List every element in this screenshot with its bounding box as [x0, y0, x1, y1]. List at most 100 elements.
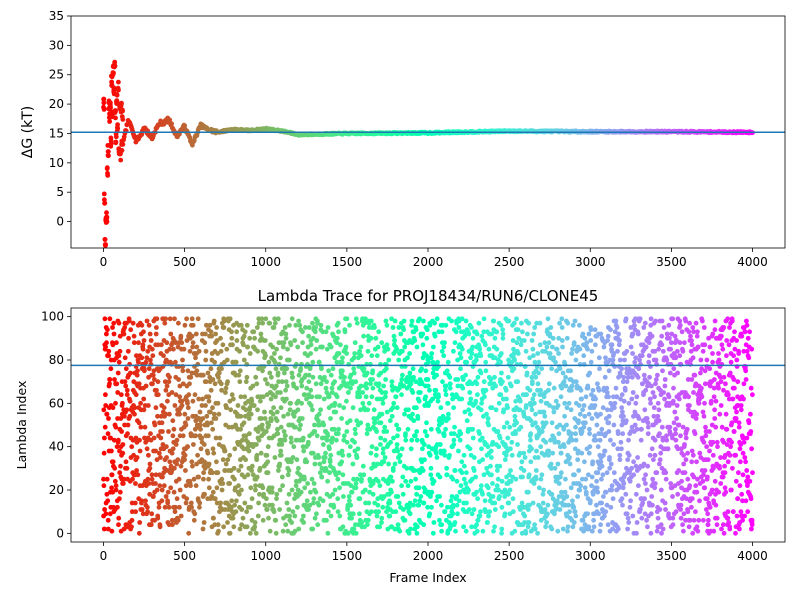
lambda-trace-point — [619, 446, 624, 452]
lambda-trace-point — [322, 455, 328, 460]
lambda-trace-point — [380, 504, 386, 510]
lambda-trace-point — [107, 316, 113, 322]
free-energy-x-tick-label: 1500 — [332, 255, 363, 269]
lambda-trace-point — [645, 424, 651, 430]
lambda-trace-point — [421, 522, 427, 528]
lambda-trace-point — [566, 502, 571, 508]
lambda-trace-point — [189, 459, 195, 465]
lambda-trace-point — [267, 320, 273, 326]
lambda-trace-point — [326, 394, 332, 400]
lambda-trace-point — [157, 524, 163, 530]
lambda-trace-point — [364, 431, 370, 437]
lambda-trace-point — [262, 409, 267, 415]
lambda-trace-point — [656, 418, 662, 424]
lambda-trace-point — [110, 325, 115, 330]
lambda-trace-point — [561, 426, 567, 432]
lambda-trace-point — [318, 322, 324, 328]
lambda-trace-point — [587, 431, 592, 437]
lambda-trace-point — [395, 448, 400, 454]
lambda-trace-point — [594, 502, 599, 508]
lambda-trace-point — [260, 485, 266, 491]
lambda-trace-point — [620, 379, 626, 385]
lambda-trace-point — [220, 481, 226, 486]
lambda-trace-point — [310, 450, 316, 456]
lambda-trace-point — [455, 357, 460, 363]
lambda-trace-point — [310, 407, 315, 413]
lambda-trace-point — [190, 322, 196, 328]
lambda-trace-point — [598, 459, 604, 465]
lambda-trace-point — [718, 455, 723, 460]
lambda-trace-point — [667, 335, 672, 341]
lambda-trace-point — [241, 420, 247, 426]
lambda-trace-point — [300, 329, 305, 335]
lambda-trace-point — [372, 420, 378, 426]
lambda-trace-point — [374, 513, 380, 519]
lambda-trace-point — [721, 325, 727, 330]
lambda-trace-point — [259, 422, 265, 428]
lambda-trace-point — [475, 392, 480, 398]
lambda-trace-point — [390, 468, 396, 473]
lambda-trace-point — [639, 515, 645, 521]
lambda-trace-point — [340, 524, 346, 530]
lambda-trace-point — [628, 498, 633, 504]
lambda-trace-point — [402, 411, 407, 417]
lambda-trace-point — [434, 498, 439, 504]
free-energy-y-tick-label: 25 — [49, 68, 64, 82]
free-energy-point — [119, 100, 124, 106]
lambda-trace-point — [591, 517, 596, 523]
lambda-trace-point — [481, 472, 487, 478]
lambda-trace-point — [702, 381, 708, 387]
lambda-trace-point — [409, 318, 415, 324]
lambda-trace-point — [225, 520, 230, 525]
lambda-trace-point — [106, 348, 112, 354]
lambda-trace-point — [600, 405, 606, 411]
lambda-trace-point — [664, 357, 670, 363]
lambda-trace-point — [727, 370, 733, 376]
lambda-trace-point — [629, 465, 634, 471]
lambda-trace-point — [288, 342, 294, 348]
lambda-trace-point — [488, 463, 493, 469]
lambda-trace-point — [160, 474, 165, 480]
lambda-trace-point — [308, 342, 314, 348]
lambda-trace-point — [678, 515, 684, 521]
lambda-trace-point — [488, 377, 494, 382]
lambda-trace-point — [122, 413, 127, 419]
lambda-trace-point — [302, 485, 308, 491]
lambda-trace-point — [397, 459, 403, 465]
lambda-trace-title: Lambda Trace for PROJ18434/RUN6/CLONE45 — [258, 287, 599, 305]
lambda-trace-point — [197, 409, 203, 415]
free-energy-point — [114, 92, 120, 98]
lambda-trace-point — [725, 316, 731, 322]
lambda-trace-point — [606, 394, 611, 400]
lambda-trace-point — [425, 504, 430, 510]
lambda-trace-point — [702, 342, 708, 348]
lambda-trace-point — [371, 407, 377, 413]
lambda-trace-point — [165, 489, 171, 495]
lambda-trace-point — [636, 483, 641, 489]
lambda-trace-point — [495, 429, 501, 434]
lambda-trace-point — [306, 325, 312, 330]
lambda-trace-point — [464, 359, 470, 365]
lambda-trace-point — [386, 461, 391, 467]
lambda-trace-point — [231, 465, 237, 471]
lambda-trace-point — [213, 331, 219, 337]
lambda-trace-point — [200, 396, 206, 402]
lambda-trace-point — [344, 316, 350, 322]
lambda-trace-point — [200, 372, 206, 378]
lambda-trace-point — [135, 368, 140, 374]
lambda-trace-point — [484, 465, 490, 471]
lambda-trace-point — [695, 329, 700, 335]
lambda-trace-point — [171, 426, 177, 432]
lambda-trace-point — [398, 331, 404, 337]
lambda-trace-point — [271, 405, 276, 411]
lambda-trace-point — [594, 422, 600, 428]
lambda-trace-point — [232, 502, 238, 508]
lambda-trace-point — [387, 513, 393, 519]
lambda-trace-point — [367, 489, 372, 495]
lambda-trace-point — [653, 318, 658, 324]
lambda-trace-point — [186, 530, 192, 536]
lambda-trace-point — [462, 463, 467, 469]
lambda-trace-point — [662, 377, 668, 382]
lambda-trace-point — [107, 381, 112, 387]
lambda-trace-point — [168, 485, 174, 491]
